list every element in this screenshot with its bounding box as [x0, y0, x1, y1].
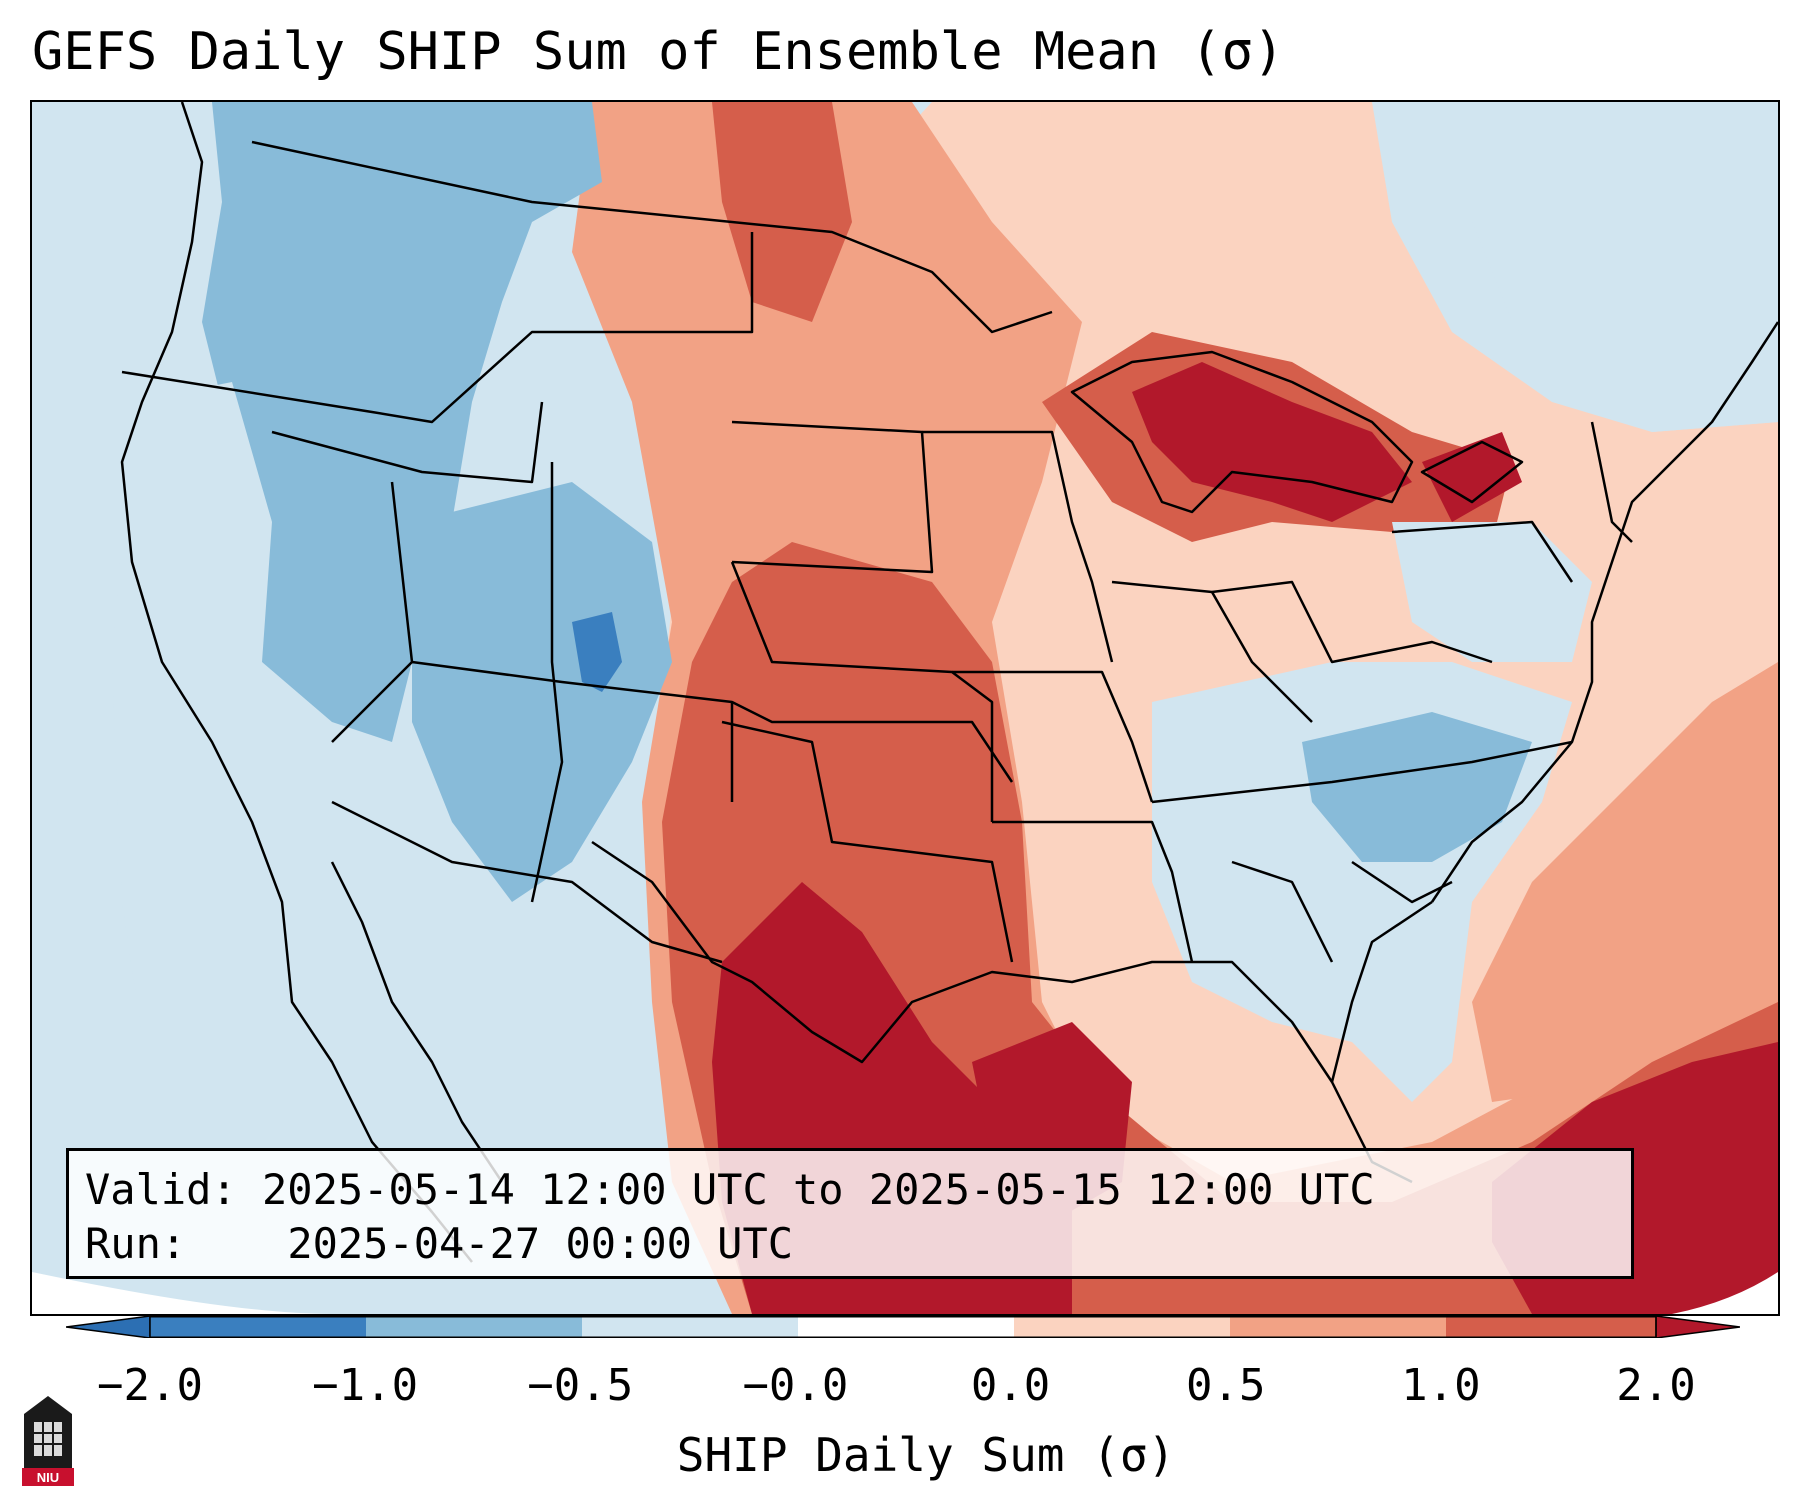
- state-line-5: [530, 462, 564, 903]
- colorbar-tick-label: −2.0: [97, 1360, 203, 1411]
- colorbar-bin-1: [150, 1316, 366, 1338]
- state-line-15: [1151, 740, 1573, 804]
- run-label: Run:: [85, 1219, 187, 1268]
- logo-text: NIU: [37, 1470, 59, 1485]
- validity-info-box: Valid: 2025-05-14 12:00 UTC to 2025-05-1…: [66, 1148, 1634, 1279]
- field-colorado-strong: [572, 612, 622, 692]
- niu-logo-icon: NIU: [22, 1396, 74, 1486]
- state-line-16: [1231, 860, 1334, 963]
- valid-label: Valid:: [85, 1165, 237, 1214]
- map-title: GEFS Daily SHIP Sum of Ensemble Mean (σ): [32, 22, 1285, 82]
- logo-banner: [22, 1468, 74, 1486]
- colorbar-tick-label: −0.5: [527, 1360, 634, 1411]
- florida-peninsula: [1330, 900, 1433, 1083]
- gulf-coast: [591, 840, 1413, 1184]
- field-northeast-cool: [1392, 522, 1592, 662]
- logo-window-lines: [34, 1422, 62, 1456]
- canada-border: [251, 140, 1053, 334]
- colorbar-extend-low: [66, 1316, 151, 1338]
- state-line-8: [731, 700, 1014, 783]
- state-line-11: [952, 670, 1154, 803]
- run-value: 2025-04-27 00:00 UTC: [287, 1219, 794, 1268]
- colorbar-outline: [149, 1316, 1657, 1338]
- field-lakes-extreme: [1132, 362, 1412, 522]
- field-new-england-cool: [1472, 102, 1778, 432]
- logo-window-grid: [34, 1422, 62, 1456]
- colorbar-tick-label: 2.0: [1616, 1360, 1696, 1411]
- projection-edge-right: [1672, 1272, 1778, 1314]
- map-panel: [30, 100, 1780, 1316]
- colorbar-label: SHIP Daily Sum (σ): [676, 1428, 1176, 1482]
- state-line-14: [1211, 580, 1493, 664]
- field-west-light: [112, 382, 332, 1102]
- ship-anomaly-map: [32, 102, 1778, 1314]
- colorbar-tick-label: 0.5: [1185, 1360, 1266, 1411]
- colorbar-bin-6: [1230, 1316, 1446, 1338]
- state-line-12: [992, 820, 1194, 963]
- state-line-13: [1111, 580, 1313, 723]
- state-line-17: [1351, 860, 1453, 904]
- baja-coast: [330, 861, 504, 1183]
- colorbar-tick-label: −1.0: [312, 1360, 419, 1411]
- colorbar-bin-2: [366, 1316, 582, 1338]
- colorbar: [66, 1316, 1740, 1338]
- projection-edge: [32, 1272, 332, 1314]
- colorbar-tick-label: 1.0: [1401, 1360, 1481, 1411]
- valid-value: 2025-05-14 12:00 UTC to 2025-05-15 12:00…: [262, 1165, 1375, 1214]
- state-line-10: [922, 430, 1114, 663]
- field-appalachian-blue: [1302, 712, 1532, 862]
- state-line-2: [271, 401, 544, 484]
- field-east-coast-red: [1472, 662, 1778, 1102]
- colorbar-bin-3: [582, 1316, 798, 1338]
- field-ontario-extreme: [1422, 432, 1522, 522]
- colorbar-tick-label: 0.0: [970, 1360, 1051, 1411]
- state-line-6: [731, 420, 934, 574]
- boundary-lines: [120, 102, 1778, 1263]
- state-line-4: [411, 660, 734, 802]
- state-line-1: [121, 232, 754, 424]
- colorbar-tick-label: −0.0: [742, 1360, 849, 1411]
- field-west-blue: [202, 102, 602, 742]
- colorbar-bin-7: [1446, 1316, 1656, 1338]
- lake-ontario-outline: [1420, 440, 1524, 504]
- colorbar-bin-5: [1014, 1316, 1230, 1338]
- colorbar-bin-4: [798, 1316, 1014, 1338]
- field-northern-dark: [712, 102, 852, 322]
- state-line-19: [1590, 421, 1633, 543]
- state-line-9: [721, 720, 1014, 963]
- mexico-border: [331, 800, 723, 964]
- colorbar-extend-high: [1655, 1316, 1740, 1338]
- field-rockies-blue: [412, 482, 672, 902]
- great-lakes-outline: [1070, 350, 1414, 514]
- west-coastline: [120, 102, 473, 1263]
- east-coastline: [1430, 321, 1778, 903]
- state-line-18: [1391, 520, 1574, 583]
